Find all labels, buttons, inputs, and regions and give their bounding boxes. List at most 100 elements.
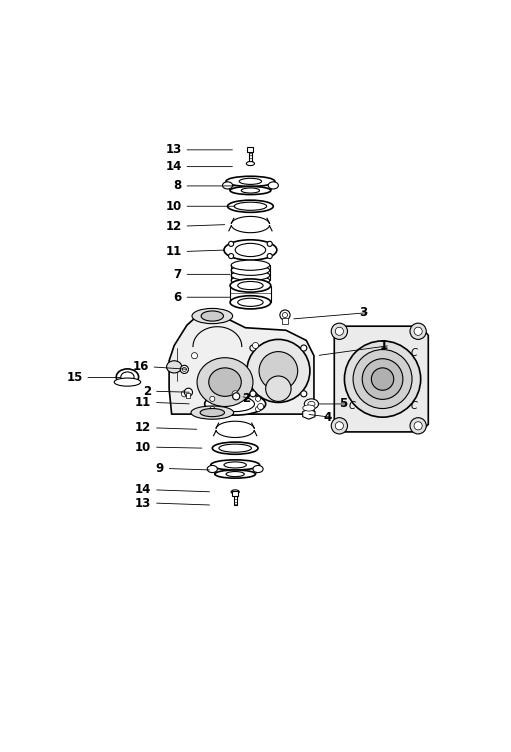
Bar [232,491,238,496]
Ellipse shape [209,368,241,396]
Text: 12: 12 [166,220,182,232]
Circle shape [256,396,261,402]
Text: 2: 2 [143,385,151,398]
Ellipse shape [231,265,270,275]
Bar [249,150,252,162]
Ellipse shape [121,372,134,382]
Ellipse shape [227,200,273,212]
Circle shape [331,417,347,434]
Ellipse shape [207,465,217,472]
Ellipse shape [371,368,394,390]
Circle shape [335,422,343,430]
Ellipse shape [259,352,298,390]
Ellipse shape [268,182,278,189]
Ellipse shape [212,442,258,454]
Circle shape [210,407,215,411]
Circle shape [267,241,272,247]
Circle shape [192,353,198,359]
Ellipse shape [231,275,270,286]
Text: C: C [411,402,417,411]
Circle shape [414,327,422,335]
Circle shape [250,345,256,351]
Ellipse shape [235,244,266,256]
Text: 1: 1 [380,339,388,352]
Ellipse shape [253,465,263,472]
Polygon shape [334,326,428,432]
Circle shape [252,342,259,349]
Text: 11: 11 [135,396,151,409]
Ellipse shape [167,361,182,373]
Ellipse shape [191,406,234,419]
Text: 12: 12 [135,421,151,435]
Ellipse shape [219,444,251,452]
Ellipse shape [224,462,246,468]
Ellipse shape [238,299,263,306]
Circle shape [410,323,426,339]
Text: 14: 14 [135,484,151,496]
Ellipse shape [230,186,271,195]
Ellipse shape [238,281,263,290]
Circle shape [180,365,189,374]
Text: 2: 2 [242,393,250,405]
Ellipse shape [362,359,403,399]
Ellipse shape [226,176,275,186]
Ellipse shape [231,490,239,494]
Ellipse shape [234,202,267,211]
Circle shape [335,327,343,335]
Circle shape [256,407,261,411]
Text: C: C [349,402,356,411]
Ellipse shape [222,182,233,189]
Ellipse shape [247,339,310,402]
Circle shape [228,241,234,247]
Text: 11: 11 [166,245,182,258]
Ellipse shape [226,472,244,477]
Ellipse shape [224,240,277,260]
Circle shape [232,391,238,397]
Bar [283,318,288,324]
Circle shape [410,417,426,434]
Ellipse shape [114,378,141,387]
Ellipse shape [200,408,224,417]
Circle shape [280,310,290,320]
Circle shape [331,323,347,339]
Ellipse shape [241,188,260,193]
Text: 5: 5 [339,398,347,411]
Circle shape [250,391,256,397]
Bar [247,147,253,153]
Text: 13: 13 [166,144,182,156]
Text: 8: 8 [174,180,182,193]
Text: 6: 6 [174,291,182,304]
Ellipse shape [230,296,271,309]
Circle shape [228,253,234,259]
Circle shape [301,391,307,397]
Text: 14: 14 [166,160,182,173]
Ellipse shape [197,358,253,407]
Ellipse shape [205,393,266,415]
Text: 4: 4 [323,411,332,424]
Polygon shape [169,316,314,414]
Ellipse shape [230,279,271,292]
Ellipse shape [353,350,412,408]
Ellipse shape [211,460,260,470]
Circle shape [210,396,215,402]
Ellipse shape [308,402,315,407]
Ellipse shape [231,270,270,280]
Circle shape [267,253,272,259]
Circle shape [301,345,307,351]
Ellipse shape [303,405,315,411]
Text: 15: 15 [66,371,83,384]
Text: 9: 9 [156,462,164,475]
Ellipse shape [231,260,270,270]
Ellipse shape [304,399,318,409]
Ellipse shape [239,178,262,184]
Text: 16: 16 [132,360,149,373]
Circle shape [414,422,422,430]
Text: 7: 7 [174,268,182,280]
Text: 10: 10 [135,441,151,453]
Text: 3: 3 [359,306,367,319]
Text: 10: 10 [166,200,182,213]
Polygon shape [303,409,315,419]
Circle shape [181,391,188,397]
Circle shape [184,388,193,396]
Ellipse shape [215,470,256,478]
